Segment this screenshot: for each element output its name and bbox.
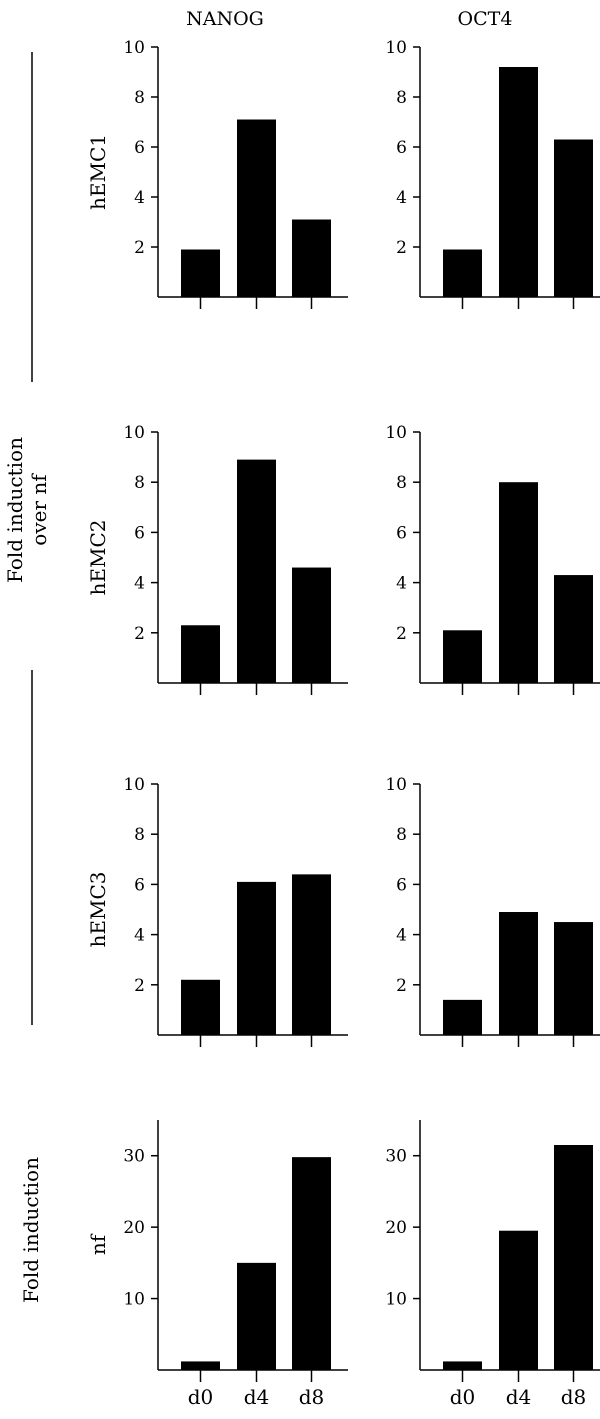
panel-hemc3-nanog: 2 4 6 8 10 hEMC3 bbox=[86, 775, 348, 1047]
bar-d4 bbox=[499, 1230, 538, 1370]
y-tick-label: 10 bbox=[123, 1290, 145, 1310]
y-tick-label: 10 bbox=[385, 38, 407, 58]
panel-hemc1-oct4: 2 4 6 8 10 bbox=[385, 38, 600, 309]
row-label-hemc1: hEMC1 bbox=[86, 134, 110, 210]
y-tick-label: 4 bbox=[396, 574, 407, 594]
bar-d4 bbox=[237, 881, 276, 1035]
panel-hemc2-oct4: 2 4 6 8 10 bbox=[385, 423, 600, 695]
y-tick-label: 4 bbox=[396, 188, 407, 208]
y-tick-label: 10 bbox=[123, 775, 145, 795]
row-label-hemc3: hEMC3 bbox=[86, 872, 110, 948]
panel-hemc3-oct4: 2 4 6 8 10 bbox=[385, 775, 600, 1047]
column-title-nanog: NANOG bbox=[186, 8, 264, 30]
column-title-oct4: OCT4 bbox=[458, 8, 513, 30]
y-tick-label: 6 bbox=[134, 523, 145, 543]
y-tick-label: 8 bbox=[134, 88, 145, 108]
row-label-hemc2: hEMC2 bbox=[86, 520, 110, 596]
y-tick-label: 6 bbox=[134, 138, 145, 158]
x-tick-label-d4: d4 bbox=[506, 1385, 532, 1409]
bar-d0 bbox=[181, 249, 220, 297]
x-tick-label-d8: d8 bbox=[299, 1385, 325, 1409]
bar-d4 bbox=[499, 67, 538, 297]
y-tick-label: 30 bbox=[385, 1147, 407, 1167]
y-tick-label: 20 bbox=[385, 1218, 407, 1238]
y-tick-label: 8 bbox=[396, 473, 407, 493]
bar-d4 bbox=[237, 459, 276, 683]
side-label-fold-induction: Fold induction bbox=[19, 1157, 43, 1303]
y-tick-label: 2 bbox=[396, 976, 407, 996]
bar-d8 bbox=[554, 139, 593, 297]
y-tick-label: 30 bbox=[123, 1147, 145, 1167]
panel-nf-nanog: 10 20 30 d0 d4 d8 nf bbox=[86, 1120, 348, 1409]
y-tick-label: 4 bbox=[134, 926, 145, 946]
y-tick-label: 8 bbox=[396, 825, 407, 845]
y-tick-label: 10 bbox=[123, 38, 145, 58]
bar-d0 bbox=[443, 999, 482, 1035]
bar-d8 bbox=[554, 575, 593, 683]
y-tick-label: 8 bbox=[396, 88, 407, 108]
y-tick-label: 2 bbox=[134, 238, 145, 258]
bar-d8 bbox=[292, 874, 331, 1035]
side-label-fold-induction-over-nf-line2: over nf bbox=[27, 473, 51, 546]
side-label-fold-induction-over-nf-line1: Fold induction bbox=[3, 437, 27, 583]
bar-d0 bbox=[181, 625, 220, 683]
bar-d0 bbox=[181, 1361, 220, 1370]
y-tick-label: 6 bbox=[396, 138, 407, 158]
y-tick-label: 2 bbox=[134, 976, 145, 996]
y-tick-label: 10 bbox=[385, 775, 407, 795]
y-tick-label: 10 bbox=[123, 423, 145, 443]
panel-nf-oct4: 10 20 30 d0 d4 d8 bbox=[385, 1120, 600, 1409]
bar-d4 bbox=[237, 119, 276, 297]
y-tick-label: 8 bbox=[134, 825, 145, 845]
x-tick-label-d0: d0 bbox=[188, 1385, 214, 1409]
bar-d8 bbox=[292, 1157, 331, 1370]
y-tick-label: 6 bbox=[396, 523, 407, 543]
row-label-nf: nf bbox=[86, 1233, 110, 1255]
bar-d8 bbox=[554, 1145, 593, 1370]
x-tick-label-d8: d8 bbox=[561, 1385, 587, 1409]
bar-d0 bbox=[443, 1361, 482, 1370]
bar-d8 bbox=[292, 219, 331, 297]
y-tick-label: 4 bbox=[134, 574, 145, 594]
bar-d8 bbox=[292, 567, 331, 683]
bar-d0 bbox=[443, 630, 482, 683]
bar-d0 bbox=[443, 249, 482, 297]
bar-d4 bbox=[499, 482, 538, 683]
bar-d4 bbox=[237, 1262, 276, 1370]
chart-panels: 2 4 6 8 10 hEMC1 2 4 6 8 10 2 4 6 8 10 hEMC2 2 4 6 8 10 2 4 6 8 10… bbox=[86, 38, 600, 1409]
y-tick-label: 2 bbox=[134, 624, 145, 644]
y-tick-label: 20 bbox=[123, 1218, 145, 1238]
y-tick-label: 4 bbox=[396, 926, 407, 946]
y-tick-label: 2 bbox=[396, 238, 407, 258]
y-tick-label: 8 bbox=[134, 473, 145, 493]
y-tick-label: 6 bbox=[134, 875, 145, 895]
y-tick-label: 10 bbox=[385, 1290, 407, 1310]
y-tick-label: 2 bbox=[396, 624, 407, 644]
bar-d4 bbox=[499, 912, 538, 1035]
bar-d8 bbox=[554, 922, 593, 1035]
x-tick-label-d0: d0 bbox=[450, 1385, 476, 1409]
y-tick-label: 4 bbox=[134, 188, 145, 208]
panel-hemc1-nanog: 2 4 6 8 10 hEMC1 bbox=[86, 38, 348, 309]
panel-hemc2-nanog: 2 4 6 8 10 hEMC2 bbox=[86, 423, 348, 695]
y-tick-label: 6 bbox=[396, 875, 407, 895]
y-tick-label: 10 bbox=[385, 423, 407, 443]
bar-d0 bbox=[181, 979, 220, 1035]
x-tick-label-d4: d4 bbox=[244, 1385, 270, 1409]
